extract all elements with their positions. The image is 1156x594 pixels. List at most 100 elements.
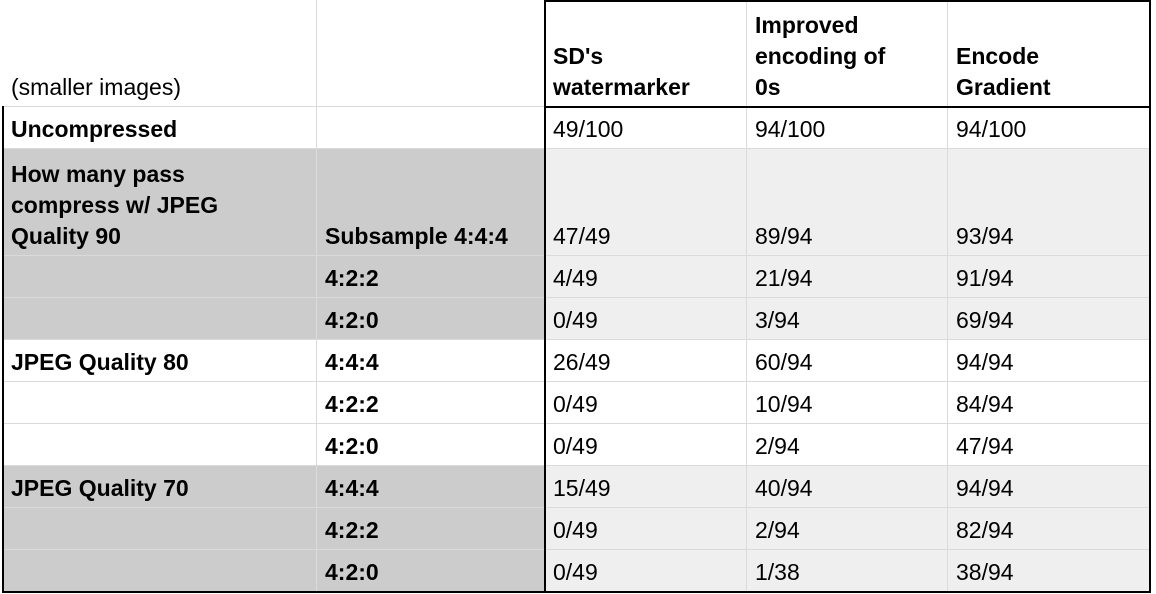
cell-text: 3/94 xyxy=(755,307,800,333)
table-cell: 89/94 xyxy=(747,149,948,256)
table-cell: JPEG Quality 70 xyxy=(3,466,317,508)
cell-text: 69/94 xyxy=(956,307,1014,333)
table-cell: 84/94 xyxy=(948,382,1150,424)
cell-text: 49/100 xyxy=(553,116,624,142)
cell-text: 0/49 xyxy=(553,559,598,585)
cell-text: 4/49 xyxy=(553,265,598,291)
table-cell: 26/49 xyxy=(545,340,747,382)
header-cell xyxy=(317,0,545,107)
cell-text: 0/49 xyxy=(553,433,598,459)
table-cell: 91/94 xyxy=(948,256,1150,298)
cell-text: 10/94 xyxy=(755,391,813,417)
table-cell: 94/100 xyxy=(747,107,948,149)
cell-text: 0/49 xyxy=(553,391,598,417)
table-cell xyxy=(3,256,317,298)
cell-text: 1/38 xyxy=(755,559,800,585)
table-cell: 2/94 xyxy=(747,424,948,466)
cell-text: 4:2:0 xyxy=(325,433,379,459)
border-line xyxy=(2,591,1151,593)
header-cell: Encode Gradient xyxy=(948,0,1150,107)
table-cell: JPEG Quality 80 xyxy=(3,340,317,382)
table-cell: 93/94 xyxy=(948,149,1150,256)
table-cell: Uncompressed xyxy=(3,107,317,149)
cell-text: 84/94 xyxy=(956,391,1014,417)
table-cell: 4:2:2 xyxy=(317,256,545,298)
cell-text: 26/49 xyxy=(553,349,611,375)
cell-text: 4:4:4 xyxy=(325,349,379,375)
table-cell: 4:2:0 xyxy=(317,424,545,466)
table-cell: 1/38 xyxy=(747,550,948,592)
cell-text: 93/94 xyxy=(956,223,1014,249)
table-cell: 69/94 xyxy=(948,298,1150,340)
cell-text: 94/100 xyxy=(755,116,826,142)
table-cell: 10/94 xyxy=(747,382,948,424)
cell-text: 91/94 xyxy=(956,265,1014,291)
cell-text: 47/49 xyxy=(553,223,611,249)
cell-text: 4:2:0 xyxy=(325,307,379,333)
table-cell xyxy=(3,424,317,466)
table-cell: 0/49 xyxy=(545,508,747,550)
header-cell: SD's watermarker xyxy=(545,0,747,107)
cell-text: 4:2:2 xyxy=(325,391,379,417)
table-cell: 47/94 xyxy=(948,424,1150,466)
table-cell: 60/94 xyxy=(747,340,948,382)
table-cell: 38/94 xyxy=(948,550,1150,592)
table-cell: 0/49 xyxy=(545,550,747,592)
table-cell: 4:2:2 xyxy=(317,508,545,550)
table-cell: 0/49 xyxy=(545,424,747,466)
cell-text: (smaller images) xyxy=(11,74,181,100)
border-line xyxy=(544,0,546,593)
header-cell: Improved encoding of 0s xyxy=(747,0,948,107)
border-line xyxy=(1149,0,1151,593)
cell-text: 40/94 xyxy=(755,475,813,501)
table-cell: 0/49 xyxy=(545,298,747,340)
table-cell: 21/94 xyxy=(747,256,948,298)
cell-text: 15/49 xyxy=(553,475,611,501)
border-line xyxy=(544,0,1151,2)
table-cell: 4:2:2 xyxy=(317,382,545,424)
table-cell: 94/94 xyxy=(948,466,1150,508)
cell-text: 94/94 xyxy=(956,349,1014,375)
table-cell: 94/100 xyxy=(948,107,1150,149)
header-cell: (smaller images) xyxy=(3,0,317,107)
table-cell xyxy=(3,382,317,424)
table-cell xyxy=(317,107,545,149)
cell-text: 21/94 xyxy=(755,265,813,291)
table-cell: 94/94 xyxy=(948,340,1150,382)
cell-text: 2/94 xyxy=(755,517,800,543)
cell-text: 4:2:2 xyxy=(325,265,379,291)
cell-text: 60/94 xyxy=(755,349,813,375)
table-cell xyxy=(3,508,317,550)
cell-text: Subsample 4:4:4 xyxy=(325,223,508,249)
cell-text: 82/94 xyxy=(956,517,1014,543)
cell-text: JPEG Quality 80 xyxy=(11,349,189,375)
cell-text: 38/94 xyxy=(956,559,1014,585)
table-cell: 4/49 xyxy=(545,256,747,298)
table-cell: 2/94 xyxy=(747,508,948,550)
cell-text: 94/94 xyxy=(956,475,1014,501)
table-cell xyxy=(3,298,317,340)
table-cell: 4:4:4 xyxy=(317,340,545,382)
table-cell: 15/49 xyxy=(545,466,747,508)
border-line xyxy=(2,106,4,593)
cell-text: Uncompressed xyxy=(11,116,178,142)
cell-text: How many pass compress w/ JPEG Quality 9… xyxy=(11,161,219,249)
cell-text: Encode Gradient xyxy=(956,43,1051,100)
table-cell: 47/49 xyxy=(545,149,747,256)
cell-text: 2/94 xyxy=(755,433,800,459)
table-cell: How many pass compress w/ JPEG Quality 9… xyxy=(3,149,317,256)
table-cell: 4:2:0 xyxy=(317,550,545,592)
table-cell: 49/100 xyxy=(545,107,747,149)
cell-text: JPEG Quality 70 xyxy=(11,475,189,501)
table-cell: 40/94 xyxy=(747,466,948,508)
table-cell xyxy=(3,550,317,592)
table-cell: 4:4:4 xyxy=(317,466,545,508)
table-cell: 4:2:0 xyxy=(317,298,545,340)
table-cell: 0/49 xyxy=(545,382,747,424)
cell-text: 47/94 xyxy=(956,433,1014,459)
cell-text: 89/94 xyxy=(755,223,813,249)
cell-text: 4:2:0 xyxy=(325,559,379,585)
cell-text: 94/100 xyxy=(956,116,1027,142)
border-line xyxy=(544,106,1151,108)
